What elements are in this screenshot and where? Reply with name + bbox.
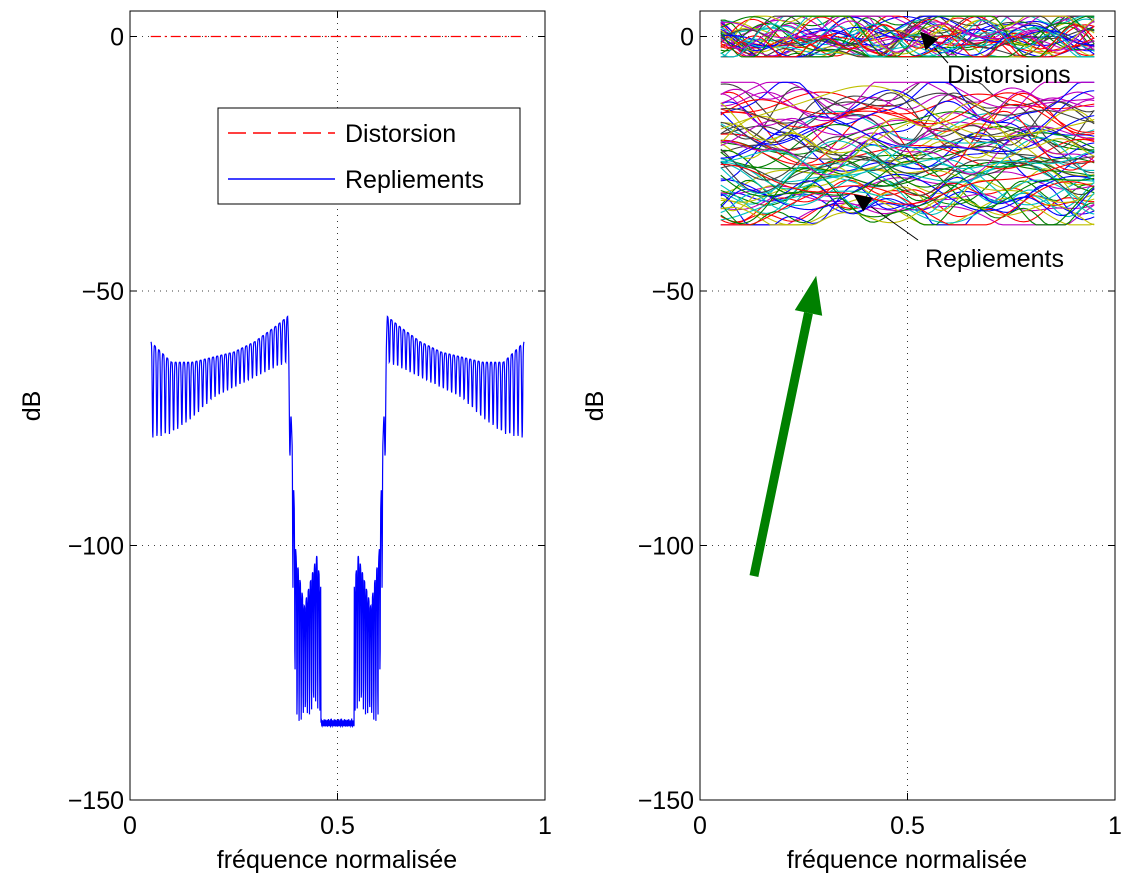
x-tick-label: 1 <box>538 812 552 840</box>
y-tick-label: −150 <box>638 787 694 815</box>
series-distortion-curve <box>720 20 1095 53</box>
series-repliement-curve <box>720 182 1095 225</box>
series-distortion-curve <box>720 21 1095 52</box>
series-repliement-curve <box>720 161 1095 205</box>
x-tick-label: 0 <box>693 812 707 840</box>
series-distortion-curve <box>720 24 1095 58</box>
green-arrow <box>749 275 823 577</box>
series-repliement-curve <box>720 81 1095 130</box>
chart-right: 0 0.5 1 0 −50 −100 −150 Distorsions Repliement… <box>581 10 1122 874</box>
series-repliement-curve <box>720 181 1095 226</box>
series-repliement-curve <box>720 158 1095 207</box>
series-repliement-curve <box>720 196 1095 226</box>
series-repliement-curve <box>720 85 1095 137</box>
series-repliement-curve <box>720 92 1095 133</box>
x-axis-label-left: fréquence normalisée <box>217 846 457 874</box>
series-repliement-curve <box>720 125 1095 168</box>
series-distortion-curve <box>720 15 1095 52</box>
series-repliement-curve <box>720 102 1095 163</box>
y-tick-label: 0 <box>680 24 694 52</box>
y-axis-label-left: dB <box>18 391 46 422</box>
series-repliement-curve <box>720 109 1095 159</box>
series-repliement-curve <box>720 92 1095 124</box>
series-repliement-curve <box>720 145 1095 177</box>
green-arrow-head <box>794 275 823 316</box>
annotation-repliements: Repliements <box>925 245 1064 273</box>
legend-box <box>217 107 521 205</box>
legend: Distorsion Repliements <box>217 107 521 205</box>
x-tick-label: 0.5 <box>320 812 355 840</box>
x-tick-label: 0 <box>123 812 137 840</box>
ticks-left: 0 0.5 1 0 −50 −100 −150 <box>68 11 552 840</box>
series-repliement-curve <box>720 92 1095 146</box>
series-distortion-curve <box>720 15 1095 58</box>
y-tick-label: 0 <box>110 24 124 52</box>
legend-label-repliements: Repliements <box>345 166 484 194</box>
x-axis-label-right: fréquence normalisée <box>787 846 1027 874</box>
series-right <box>720 15 1095 226</box>
series-repliement-curve <box>720 171 1095 197</box>
legend-label-distorsion: Distorsion <box>345 120 456 148</box>
annotation-distorsions: Distorsions <box>947 61 1071 89</box>
ticks-right: 0 0.5 1 0 −50 −100 −150 <box>638 11 1122 840</box>
annotation-distorsions-arrow-head <box>919 31 939 51</box>
series-repliement-curve <box>720 91 1095 153</box>
x-tick-label: 1 <box>1108 812 1122 840</box>
y-axis-label-right: dB <box>581 391 609 422</box>
annotation-repliements-arrow-head <box>853 194 874 212</box>
annotations-right: Distorsions Repliements <box>853 31 1071 273</box>
series-repliement-curve <box>720 160 1095 209</box>
series-repliement-curve <box>720 81 1095 125</box>
series-repliement-curve <box>720 137 1095 176</box>
series-left <box>150 35 525 729</box>
annotation-distorsions-arrow-shaft <box>934 47 949 64</box>
series-repliement-curve <box>720 136 1095 181</box>
y-tick-label: −150 <box>68 787 124 815</box>
series-repliement-curve <box>720 110 1095 177</box>
series-repliement-curve <box>720 197 1095 226</box>
chart-left: 0 0.5 1 0 −50 −100 −150 fréquence normalisée d… <box>18 10 552 874</box>
series-repliement-curve <box>720 122 1095 177</box>
series-distortion-curve <box>720 24 1095 58</box>
x-tick-label: 0.5 <box>890 812 925 840</box>
series-repliement-curve <box>720 149 1095 195</box>
series-repliements <box>150 315 525 729</box>
y-tick-label: −50 <box>82 278 124 306</box>
green-arrow-shaft <box>749 312 813 577</box>
y-tick-label: −100 <box>68 533 124 561</box>
annotation-repliements-arrow-shaft <box>871 206 919 241</box>
series-repliement-curve <box>720 86 1095 148</box>
series-repliement-curve <box>720 173 1095 212</box>
series-distortion-curve <box>720 15 1095 55</box>
series-distortion-curve <box>720 15 1095 57</box>
series-distortion-curve <box>720 19 1095 58</box>
series-distortion-curve <box>720 15 1095 58</box>
series-repliement-curve <box>720 115 1095 159</box>
series-repliement-curve <box>720 81 1095 123</box>
series-repliement-curve <box>720 168 1095 204</box>
y-tick-label: −100 <box>638 533 694 561</box>
y-tick-label: −50 <box>652 278 694 306</box>
